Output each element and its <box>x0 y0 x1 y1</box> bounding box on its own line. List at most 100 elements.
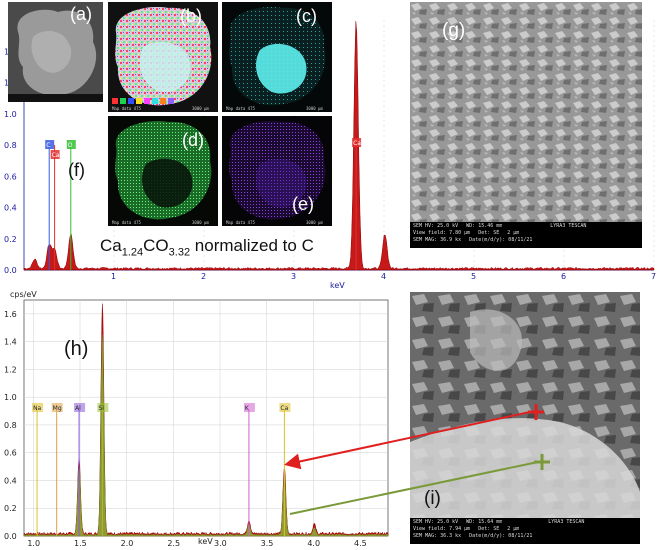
spectrum-f-y-tick: 0.8 <box>4 141 17 150</box>
spectrum-f-marker-box <box>352 138 362 147</box>
spectrum-f-marker-label: O <box>68 142 73 149</box>
spectrum-h-marker-box <box>243 403 255 412</box>
spectrum-h-marker-label: Si <box>98 405 104 412</box>
panel-label-h: (h) <box>64 338 89 360</box>
map-c-scale: 3000 µm <box>306 106 323 111</box>
spectrum-f-marker-box <box>66 140 76 149</box>
spectrum-f-series <box>23 21 655 271</box>
sem-i-date: Date(m/d/y): 08/11/21 <box>469 533 533 539</box>
spectrum-h-marker-label: K <box>245 405 250 412</box>
map-d-scale: 3000 µm <box>192 220 209 225</box>
eds-particle-b <box>115 7 212 106</box>
spectrum-h-y-tick: 1.0 <box>4 393 17 402</box>
sem-i-hv: SEM HV: 25.0 kV <box>413 519 459 525</box>
spectrum-f-y-tick: 1.0 <box>4 110 17 119</box>
spectrum-h-marker-box <box>97 403 109 412</box>
spectrum-h-series-2 <box>23 334 389 537</box>
spectrum-f-marker-label: Ca <box>52 152 60 159</box>
sem-particle-a <box>8 2 103 102</box>
spectrum-h-ylabel: cps/eV <box>10 290 37 299</box>
panel-label-d: (d) <box>182 130 204 150</box>
sem-g-brand: LYRA3 TESCAN <box>550 223 587 229</box>
panel-label-c: (c) <box>296 6 317 26</box>
spectrum-h-x-tick: 2.0 <box>121 539 134 548</box>
legend-swatch <box>120 98 126 104</box>
formula-suffix: normalized to C <box>190 236 314 255</box>
spectrum-h-marker-label: Ca <box>280 405 288 412</box>
spectrum-f-marker-label: C <box>46 142 50 149</box>
sem-g-viewfield: View field: 7.80 µm <box>413 230 471 236</box>
spectrum-f-x-tick: 5 <box>471 272 476 281</box>
spectrum-f-x-tick: 2 <box>201 272 206 281</box>
spectrum-h-x-tick: 1.5 <box>74 539 87 548</box>
spectrum-f-marker-label: Ca <box>353 140 361 147</box>
map-b-caption: Map data 475 <box>112 106 141 111</box>
sem-i-info-bar: SEM HV: 25.0 kV WD: 15.64 mm LYRA3 TESCAN … <box>410 518 640 544</box>
spectrum-h-marker-box <box>32 403 44 412</box>
sem-i-scale: 2 µm <box>507 526 520 532</box>
sem-i-brand: LYRA3 TESCAN <box>548 519 585 525</box>
spectrum-h-marker-label: Na <box>33 405 41 412</box>
spectrum-f-marker-box <box>50 150 60 159</box>
spectrum-f-y-tick: 0.4 <box>4 204 17 213</box>
panel-label-e: (e) <box>292 194 314 214</box>
eds-map-b-legend <box>112 98 174 104</box>
spectrum-f-x-tick: 1 <box>111 272 116 281</box>
spectrum-h-marker-label: Al <box>75 405 81 412</box>
spectrum-f-y-tick: 0.2 <box>4 235 17 244</box>
eds-map-d: Map data 475 3000 µm (d) <box>108 116 218 226</box>
spectrum-h-x-tick: 3.0 <box>214 539 227 548</box>
spectrum-h-series-1 <box>23 303 389 537</box>
panel-label-g: (g) <box>442 20 466 41</box>
sem-i-viewfield: View field: 7.94 µm <box>413 526 471 532</box>
spectrum-h-marker-box <box>51 403 63 412</box>
spectrum-f-x-tick: 3 <box>291 272 296 281</box>
spectrum-f-y-tick: 0.6 <box>4 172 17 181</box>
sem-g-hv: SEM HV: 25.0 kV <box>413 223 459 229</box>
spectrum-f-y-tick: 0.0 <box>4 266 17 275</box>
spectrum-h-marker-box <box>74 403 86 412</box>
sem-texture-g <box>410 2 642 248</box>
sem-texture-i <box>410 292 640 544</box>
spectrum-h-y-tick: 0.6 <box>4 449 17 458</box>
spectrum-h-xlabel: keV <box>198 537 213 546</box>
eds-particle-c <box>229 7 326 106</box>
legend-swatch <box>112 98 118 104</box>
sem-image-g: SEM HV: 25.0 kV WD: 15.46 mm LYRA3 TESCAN … <box>410 2 642 248</box>
eds-map-c: Map data 475 3000 µm (c) <box>222 2 332 112</box>
formula-label: Ca1.24CO3.32 normalized to C <box>100 236 314 258</box>
formula-sub1: 1.24 <box>121 246 144 259</box>
spectrum-h-x-tick: 1.0 <box>27 539 40 548</box>
eds-map-e: Map data 475 3000 µm (e) <box>222 116 332 226</box>
formula-mid: CO <box>143 236 169 255</box>
panel-label-i: (i) <box>424 488 441 509</box>
legend-swatch <box>136 98 142 104</box>
spectrum-f-x-tick: 4 <box>381 272 386 281</box>
legend-swatch <box>128 98 134 104</box>
sem-image-i: SEM HV: 25.0 kV WD: 15.64 mm LYRA3 TESCAN … <box>410 292 640 544</box>
spectrum-h-x-tick: 2.5 <box>167 539 180 548</box>
spectrum-f-x-tick: 7 <box>651 272 656 281</box>
legend-swatch <box>152 98 158 104</box>
spectrum-h-markers: Na Mg Al Si K Ca <box>32 403 291 536</box>
eds-particle-d <box>115 121 212 220</box>
spectrum-h-y-tick: 1.2 <box>4 365 17 374</box>
sem-i-det: Det: SE <box>478 526 500 532</box>
spectrum-h-y-tick: 0.0 <box>4 532 17 541</box>
sem-g-scale: 2 µm <box>507 230 520 236</box>
sem-i-wd: WD: 15.64 mm <box>466 519 503 525</box>
legend-swatch <box>168 98 174 104</box>
formula-sub2: 3.32 <box>168 246 191 259</box>
spectrum-h-y-tick: 0.8 <box>4 421 17 430</box>
spectrum-h-chart: 1.0 1.5 2.0 2.5 3.0 3.5 4.0 4.5 0.0 0.2 0.4 0.6 0.8 1… <box>4 299 389 548</box>
map-c-caption: Map data 475 <box>226 106 255 111</box>
sem-image-a: (a) <box>8 2 103 102</box>
legend-swatch <box>144 98 150 104</box>
map-e-caption: Map data 475 <box>226 220 255 225</box>
eds-particle-e <box>229 121 326 220</box>
spectrum-h-y-tick: 1.6 <box>4 310 17 319</box>
panel-label-f: (f) <box>68 160 85 180</box>
sem-g-info-bar: SEM HV: 25.0 kV WD: 15.46 mm LYRA3 TESCAN … <box>410 222 642 248</box>
spectrum-f-marker-box <box>45 140 55 149</box>
